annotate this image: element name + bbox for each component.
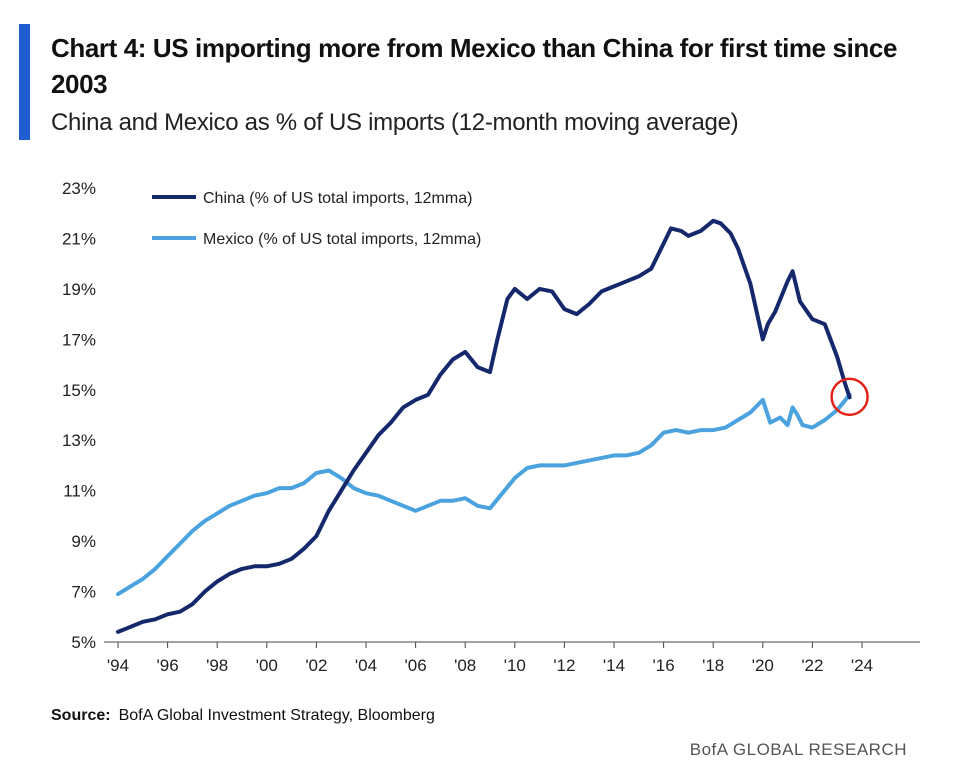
- x-tick-label: '10: [504, 656, 526, 675]
- y-tick-label: 7%: [71, 583, 96, 602]
- y-tick-label: 13%: [62, 431, 96, 450]
- y-tick-label: 17%: [62, 330, 96, 349]
- crossover-highlight-circle: [830, 377, 869, 417]
- series-line-china: [116, 218, 852, 634]
- y-tick-label: 21%: [62, 229, 96, 248]
- x-tick-label: '06: [405, 656, 427, 675]
- y-tick-label: 11%: [63, 482, 96, 501]
- x-tick-label: '14: [603, 656, 625, 675]
- chart-subtitle: China and Mexico as % of US imports (12-…: [51, 109, 739, 136]
- x-tick-label: '22: [801, 656, 823, 675]
- x-tick-label: '08: [454, 656, 476, 675]
- chart-title: Chart 4: US importing more from Mexico t…: [51, 33, 898, 99]
- x-tick-label: '20: [752, 656, 774, 675]
- x-tick-label: '18: [702, 656, 724, 675]
- x-axis: '94 '96 '98 '00 '02 '04 '06 '08 '10 '12 '14 '16 '18 '…: [104, 641, 920, 675]
- legend-label-mexico: Mexico (% of US total imports, 12mma): [203, 231, 481, 248]
- y-tick-label: 15%: [62, 381, 96, 400]
- x-tick-label: '16: [653, 656, 675, 675]
- x-tick-label: '02: [305, 656, 327, 675]
- plot-area: [116, 218, 869, 634]
- legend-label-china: China (% of US total imports, 12mma): [203, 190, 472, 207]
- series-line-mexico: [116, 392, 852, 597]
- x-tick-label: '00: [256, 656, 278, 675]
- x-tick-label: '98: [206, 656, 228, 675]
- x-tick-label: '94: [107, 656, 129, 675]
- x-tick-label: '04: [355, 656, 377, 675]
- x-tick-label: '96: [157, 656, 179, 675]
- y-tick-label: 9%: [71, 532, 96, 551]
- legend: China (% of US total imports, 12mma) Mex…: [152, 190, 481, 248]
- x-tick-label: '12: [553, 656, 575, 675]
- x-tick-label: '24: [851, 656, 873, 675]
- y-tick-label: 23%: [62, 179, 96, 198]
- y-tick-label: 19%: [62, 280, 96, 299]
- y-axis: 5% 7% 9% 11% 13% 15% 17% 19% 21% 23%: [62, 179, 96, 652]
- y-tick-label: 5%: [71, 633, 96, 652]
- source-text: BofA Global Investment Strategy, Bloombe…: [118, 707, 435, 724]
- title-accent-bar: [19, 24, 30, 140]
- brand-label: BofA GLOBAL RESEARCH: [689, 740, 907, 759]
- source-label: Source:: [51, 707, 111, 724]
- line-chart: 5% 7% 9% 11% 13% 15% 17% 19% 21% 23% '94 '96 '98 '00…: [62, 179, 920, 675]
- source-note: Source: BofA Global Investment Strategy, …: [51, 707, 435, 725]
